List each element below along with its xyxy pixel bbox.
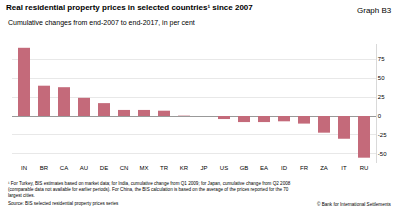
svg-text:DE: DE: [100, 165, 108, 171]
svg-text:Source: BIS selected residenti: Source: BIS selected residential propert…: [8, 201, 119, 206]
svg-text:50: 50: [378, 75, 385, 81]
svg-text:Cumulative changes from end-20: Cumulative changes from end-2007 to end-…: [8, 19, 195, 27]
svg-text:0: 0: [378, 113, 382, 119]
svg-text:FR: FR: [300, 165, 309, 171]
svg-text:Graph B3: Graph B3: [357, 6, 392, 15]
svg-text:MX: MX: [140, 165, 149, 171]
svg-text:Real residential property pric: Real residential property prices in sele…: [6, 3, 253, 12]
svg-text:KR: KR: [180, 165, 189, 171]
svg-text:ID: ID: [281, 165, 288, 171]
svg-text:-25: -25: [378, 132, 387, 138]
svg-text:IN: IN: [21, 165, 27, 171]
svg-text:¹ For Turkey, BIS estimates ba: ¹ For Turkey, BIS estimates based on mar…: [8, 181, 291, 198]
svg-text:IT: IT: [341, 165, 347, 171]
svg-text:75: 75: [378, 56, 385, 62]
svg-text:RU: RU: [360, 165, 369, 171]
svg-text:25: 25: [378, 94, 385, 100]
svg-text:JP: JP: [200, 165, 207, 171]
svg-text:CN: CN: [120, 165, 129, 171]
svg-text:ZA: ZA: [320, 165, 328, 171]
svg-text:GB: GB: [240, 165, 249, 171]
svg-text:US: US: [220, 165, 228, 171]
svg-text:TR: TR: [160, 165, 169, 171]
svg-text:EA: EA: [260, 165, 268, 171]
svg-text:© Bank for International Settl: © Bank for International Settlements: [317, 201, 392, 207]
svg-text:CA: CA: [60, 165, 68, 171]
svg-text:BR: BR: [40, 165, 49, 171]
svg-text:AU: AU: [80, 165, 88, 171]
svg-text:-50: -50: [378, 151, 387, 157]
